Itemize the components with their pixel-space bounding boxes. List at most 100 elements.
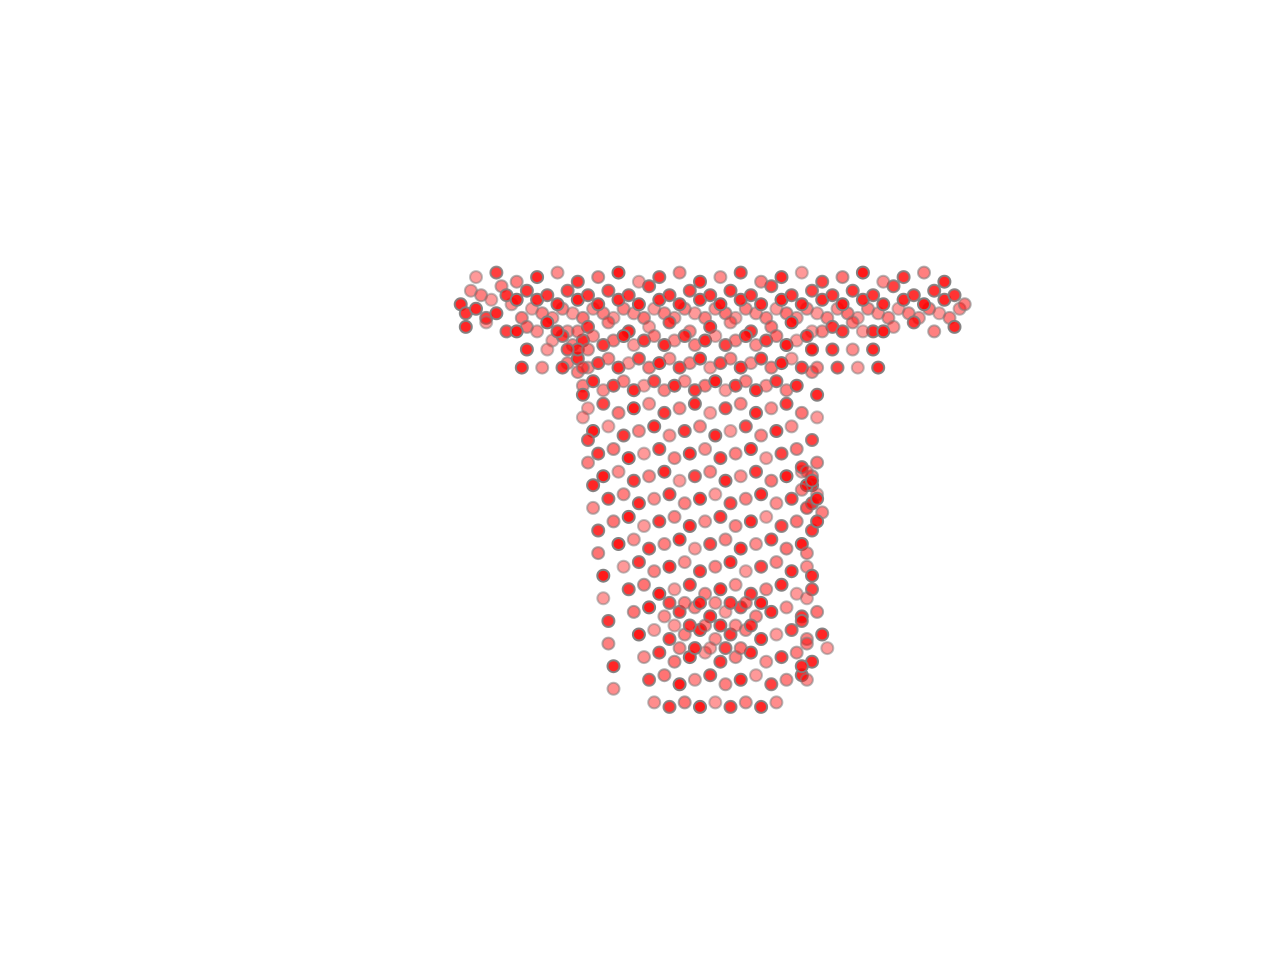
- scatter-point: [672, 677, 687, 692]
- scatter-point: [718, 473, 733, 488]
- scatter-point: [637, 519, 651, 533]
- scatter-point: [733, 541, 748, 556]
- scatter-point: [754, 595, 769, 610]
- scatter-point: [540, 342, 555, 357]
- scatter-point: [871, 360, 886, 375]
- scatter-point: [672, 265, 687, 280]
- scatter-point: [723, 555, 738, 570]
- scatter-point: [570, 324, 585, 339]
- scatter-point: [794, 297, 809, 312]
- scatter-point: [687, 672, 702, 687]
- scatter-point: [906, 315, 921, 330]
- scatter-point: [805, 473, 819, 488]
- scatter-point: [606, 659, 621, 674]
- scatter-point: [774, 577, 789, 592]
- scatter-point: [682, 283, 697, 298]
- scatter-point: [642, 600, 657, 615]
- scatter-point: [779, 600, 794, 615]
- scatter-point: [621, 509, 636, 524]
- scatter-point: [530, 270, 545, 285]
- scatter-point: [805, 433, 819, 447]
- scatter-point: [927, 324, 942, 339]
- scatter-point: [647, 491, 662, 506]
- scatter-point: [621, 288, 636, 303]
- scatter-point: [703, 464, 718, 479]
- scatter-point: [708, 329, 723, 343]
- scatter-point: [784, 315, 799, 330]
- scatter-point: [713, 582, 728, 597]
- scatter-point: [754, 699, 769, 714]
- scatter-point: [657, 537, 672, 551]
- scatter-point: [769, 424, 784, 438]
- scatter-point: [606, 442, 621, 456]
- scatter-point: [469, 270, 483, 285]
- scatter-point: [810, 491, 825, 506]
- scatter-point: [774, 519, 789, 533]
- scatter-point: [708, 374, 723, 389]
- scatter-point: [672, 532, 687, 547]
- scatter-point: [754, 351, 769, 366]
- scatter-point: [616, 329, 631, 343]
- scatter-point: [591, 446, 606, 461]
- scatter-point: [784, 351, 799, 366]
- scatter-point: [825, 288, 840, 303]
- scatter-point: [805, 283, 819, 298]
- scatter-point: [718, 677, 733, 692]
- scatter-point: [733, 469, 748, 484]
- scatter-point: [611, 464, 626, 479]
- scatter-point: [764, 604, 779, 619]
- scatter-point: [591, 546, 606, 561]
- scatter-point: [754, 487, 769, 502]
- scatter-point: [637, 446, 651, 461]
- scatter-point: [693, 491, 707, 506]
- scatter-point: [519, 342, 534, 357]
- scatter-point: [794, 659, 809, 674]
- scatter-point: [672, 401, 687, 416]
- scatter-point: [728, 577, 743, 592]
- scatter-point: [601, 351, 616, 366]
- scatter-point: [662, 351, 677, 366]
- scatter-point: [535, 360, 550, 375]
- scatter-point: [575, 387, 590, 402]
- scatter-point: [708, 428, 723, 443]
- scatter-point: [835, 324, 850, 339]
- scatter-point: [550, 297, 565, 312]
- scatter-point: [815, 627, 830, 642]
- scatter-point: [713, 297, 728, 312]
- scatter-point: [810, 604, 825, 619]
- scatter-point: [687, 541, 702, 556]
- scatter-point: [749, 537, 763, 551]
- scatter-point: [693, 351, 707, 366]
- scatter-point: [631, 351, 646, 366]
- scatter-point: [723, 315, 738, 330]
- scatter-point: [703, 537, 718, 551]
- scatter-point: [743, 618, 758, 633]
- scatter-point: [586, 500, 601, 515]
- scatter-point: [693, 595, 707, 610]
- scatter-point: [764, 401, 779, 416]
- scatter-point: [652, 442, 667, 456]
- scatter-point: [687, 469, 702, 484]
- scatter-point: [799, 672, 814, 687]
- scatter-point: [586, 374, 601, 389]
- scatter-point: [703, 288, 718, 303]
- scatter-point: [662, 288, 677, 303]
- scatter-point: [749, 668, 763, 683]
- scatter-point: [733, 672, 748, 687]
- scatter-point: [815, 274, 830, 289]
- scatter-point: [550, 324, 565, 339]
- scatter-point: [799, 546, 814, 561]
- scatter-point: [810, 360, 825, 375]
- scatter-point: [830, 360, 845, 375]
- scatter-point: [667, 582, 682, 597]
- scatter-point: [738, 564, 753, 579]
- scatter-point: [703, 405, 718, 420]
- scatter-point: [754, 274, 769, 289]
- scatter-point: [575, 410, 590, 425]
- scatter-point: [708, 595, 723, 610]
- scatter-point: [738, 419, 753, 434]
- scatter-point: [575, 360, 590, 375]
- scatter-point: [713, 451, 728, 466]
- scatter-point: [784, 491, 799, 506]
